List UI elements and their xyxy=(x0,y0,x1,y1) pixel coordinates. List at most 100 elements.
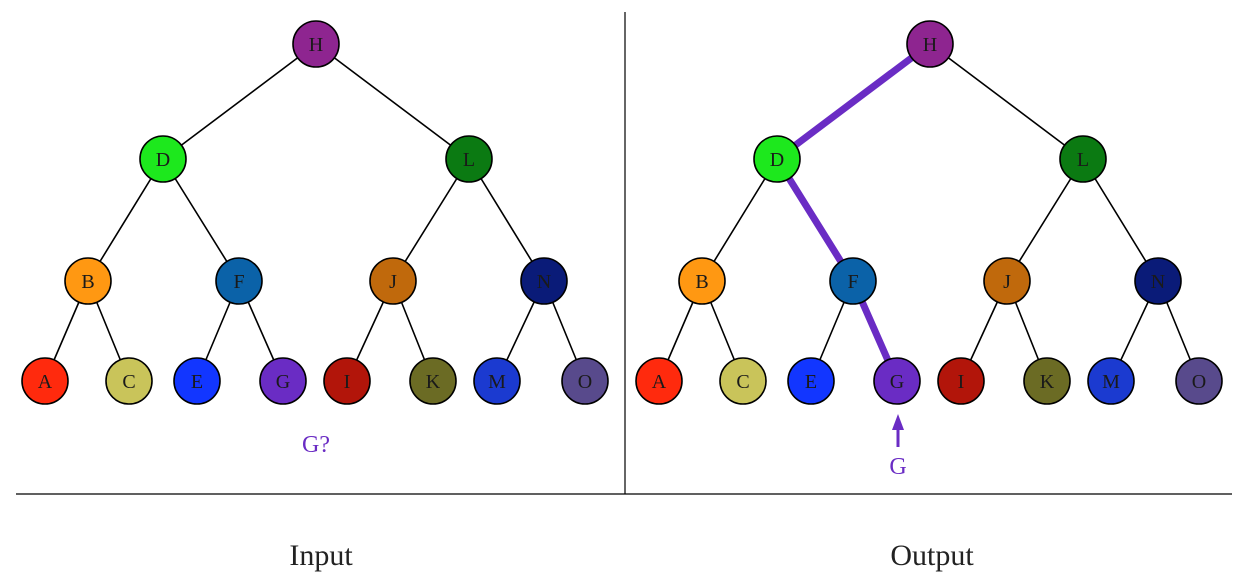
node-circle xyxy=(787,357,835,405)
tree-node-a: A xyxy=(635,357,683,405)
tree-node-h: H xyxy=(292,20,340,68)
node-circle xyxy=(173,357,221,405)
node-label: O xyxy=(578,371,592,393)
tree-edge-h-d xyxy=(162,43,317,160)
tree-edge-l-j xyxy=(392,158,470,282)
node-label: N xyxy=(1151,271,1165,293)
tree-node-g: G xyxy=(873,357,921,405)
node-label: D xyxy=(156,149,170,171)
node-label: H xyxy=(923,34,937,56)
tree-node-g: G xyxy=(259,357,307,405)
result-arrow-icon xyxy=(892,414,904,447)
tree-node-c: C xyxy=(105,357,153,405)
tree-node-f: F xyxy=(215,257,263,305)
tree-node-n: N xyxy=(1134,257,1182,305)
tree-node-l: L xyxy=(445,135,493,183)
highlighted-edge-d-f xyxy=(773,155,857,285)
node-label: F xyxy=(233,271,244,293)
tree-node-f: F xyxy=(829,257,877,305)
tree-node-k: K xyxy=(1023,357,1071,405)
node-label: G xyxy=(276,371,290,393)
tree-edge-l-j xyxy=(1006,158,1084,282)
node-circle xyxy=(753,135,801,183)
tree-node-j: J xyxy=(369,257,417,305)
node-circle xyxy=(983,257,1031,305)
tree-node-b: B xyxy=(64,257,112,305)
node-label: I xyxy=(344,371,351,393)
node-circle xyxy=(561,357,609,405)
tree-node-l: L xyxy=(1059,135,1107,183)
node-circle xyxy=(259,357,307,405)
node-circle xyxy=(292,20,340,68)
node-label: G xyxy=(890,371,904,393)
node-circle xyxy=(369,257,417,305)
node-circle xyxy=(105,357,153,405)
tree-node-j: J xyxy=(983,257,1031,305)
tree-node-a: A xyxy=(21,357,69,405)
highlighted-edge-h-d xyxy=(773,40,934,163)
input-panel: H D L B F J N A C E G I K M O xyxy=(21,20,609,405)
node-circle xyxy=(635,357,683,405)
node-label: D xyxy=(770,149,784,171)
node-circle xyxy=(1175,357,1223,405)
input-caption: Input xyxy=(289,539,353,572)
node-label: B xyxy=(695,271,708,293)
node-label: L xyxy=(463,149,475,171)
node-label: E xyxy=(191,371,203,393)
node-circle xyxy=(1059,135,1107,183)
node-circle xyxy=(64,257,112,305)
node-label: E xyxy=(805,371,817,393)
node-label: A xyxy=(652,371,667,393)
node-circle xyxy=(409,357,457,405)
node-label: A xyxy=(38,371,53,393)
node-circle xyxy=(719,357,767,405)
tree-node-m: M xyxy=(1087,357,1135,405)
tree-node-i: I xyxy=(937,357,985,405)
node-circle xyxy=(139,135,187,183)
node-circle xyxy=(323,357,371,405)
node-circle xyxy=(906,20,954,68)
node-label: K xyxy=(1040,371,1055,393)
node-label: K xyxy=(426,371,441,393)
node-circle xyxy=(937,357,985,405)
node-label: C xyxy=(122,371,135,393)
node-circle xyxy=(473,357,521,405)
tree-node-d: D xyxy=(753,135,801,183)
node-label: O xyxy=(1192,371,1206,393)
node-label: L xyxy=(1077,149,1089,171)
tree-node-o: O xyxy=(561,357,609,405)
tree-node-k: K xyxy=(409,357,457,405)
query-label: G? xyxy=(302,432,330,458)
node-label: J xyxy=(389,271,397,293)
tree-node-e: E xyxy=(173,357,221,405)
node-circle xyxy=(873,357,921,405)
tree-node-d: D xyxy=(139,135,187,183)
tree-node-b: B xyxy=(678,257,726,305)
node-circle xyxy=(21,357,69,405)
node-label: B xyxy=(81,271,94,293)
node-label: J xyxy=(1003,271,1011,293)
tree-node-n: N xyxy=(520,257,568,305)
tree-node-e: E xyxy=(787,357,835,405)
node-circle xyxy=(1023,357,1071,405)
tree-edge-d-b xyxy=(701,158,778,282)
node-label: H xyxy=(309,34,323,56)
tree-edge-h-l xyxy=(315,43,470,160)
node-circle xyxy=(445,135,493,183)
tree-node-c: C xyxy=(719,357,767,405)
node-circle xyxy=(1134,257,1182,305)
node-label: M xyxy=(488,371,506,393)
tree-edge-h-l xyxy=(929,43,1084,160)
node-label: I xyxy=(958,371,965,393)
tree-edge-d-b xyxy=(87,158,164,282)
node-label: N xyxy=(537,271,551,293)
tree-edge-d-f xyxy=(162,158,240,282)
tree-node-h: H xyxy=(906,20,954,68)
node-circle xyxy=(829,257,877,305)
result-label: G xyxy=(889,454,906,480)
tree-edge-l-n xyxy=(1082,158,1159,282)
output-panel: H D L B F J N A C E G I K M O xyxy=(635,20,1223,405)
node-circle xyxy=(520,257,568,305)
tree-edge-l-n xyxy=(468,158,545,282)
